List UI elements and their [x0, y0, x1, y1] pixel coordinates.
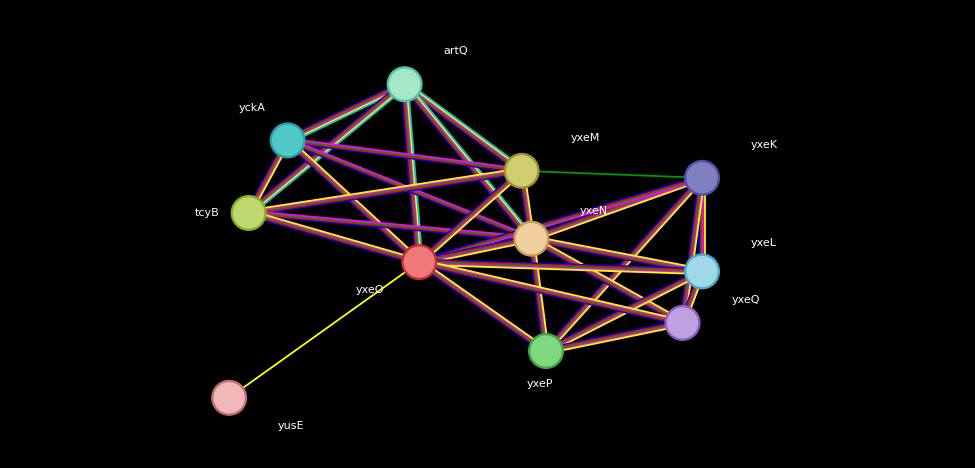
- Circle shape: [514, 221, 549, 256]
- Circle shape: [390, 69, 419, 99]
- Text: artQ: artQ: [444, 46, 468, 57]
- Circle shape: [231, 196, 266, 230]
- Text: yxeL: yxeL: [751, 238, 777, 249]
- Text: yxeK: yxeK: [751, 140, 778, 150]
- Circle shape: [387, 67, 422, 102]
- Circle shape: [668, 308, 697, 338]
- Circle shape: [684, 254, 720, 289]
- Circle shape: [214, 383, 244, 413]
- Circle shape: [402, 245, 437, 279]
- Circle shape: [665, 306, 700, 340]
- Text: yxeN: yxeN: [580, 205, 608, 216]
- Text: yxeO: yxeO: [356, 285, 384, 295]
- Circle shape: [507, 156, 536, 186]
- Circle shape: [270, 123, 305, 158]
- Circle shape: [273, 125, 302, 155]
- Text: yxeP: yxeP: [526, 379, 553, 389]
- Text: yxeM: yxeM: [570, 133, 600, 143]
- Text: tcyB: tcyB: [195, 208, 219, 218]
- Circle shape: [684, 161, 720, 195]
- Circle shape: [531, 336, 561, 366]
- Circle shape: [405, 247, 434, 277]
- Text: yusE: yusE: [278, 421, 304, 431]
- Circle shape: [212, 380, 247, 415]
- Circle shape: [687, 163, 717, 193]
- Text: yxeQ: yxeQ: [731, 294, 760, 305]
- Circle shape: [687, 256, 717, 286]
- Circle shape: [234, 198, 263, 228]
- Circle shape: [528, 334, 564, 368]
- Circle shape: [517, 224, 546, 254]
- Text: yckA: yckA: [239, 102, 266, 113]
- Circle shape: [504, 154, 539, 188]
